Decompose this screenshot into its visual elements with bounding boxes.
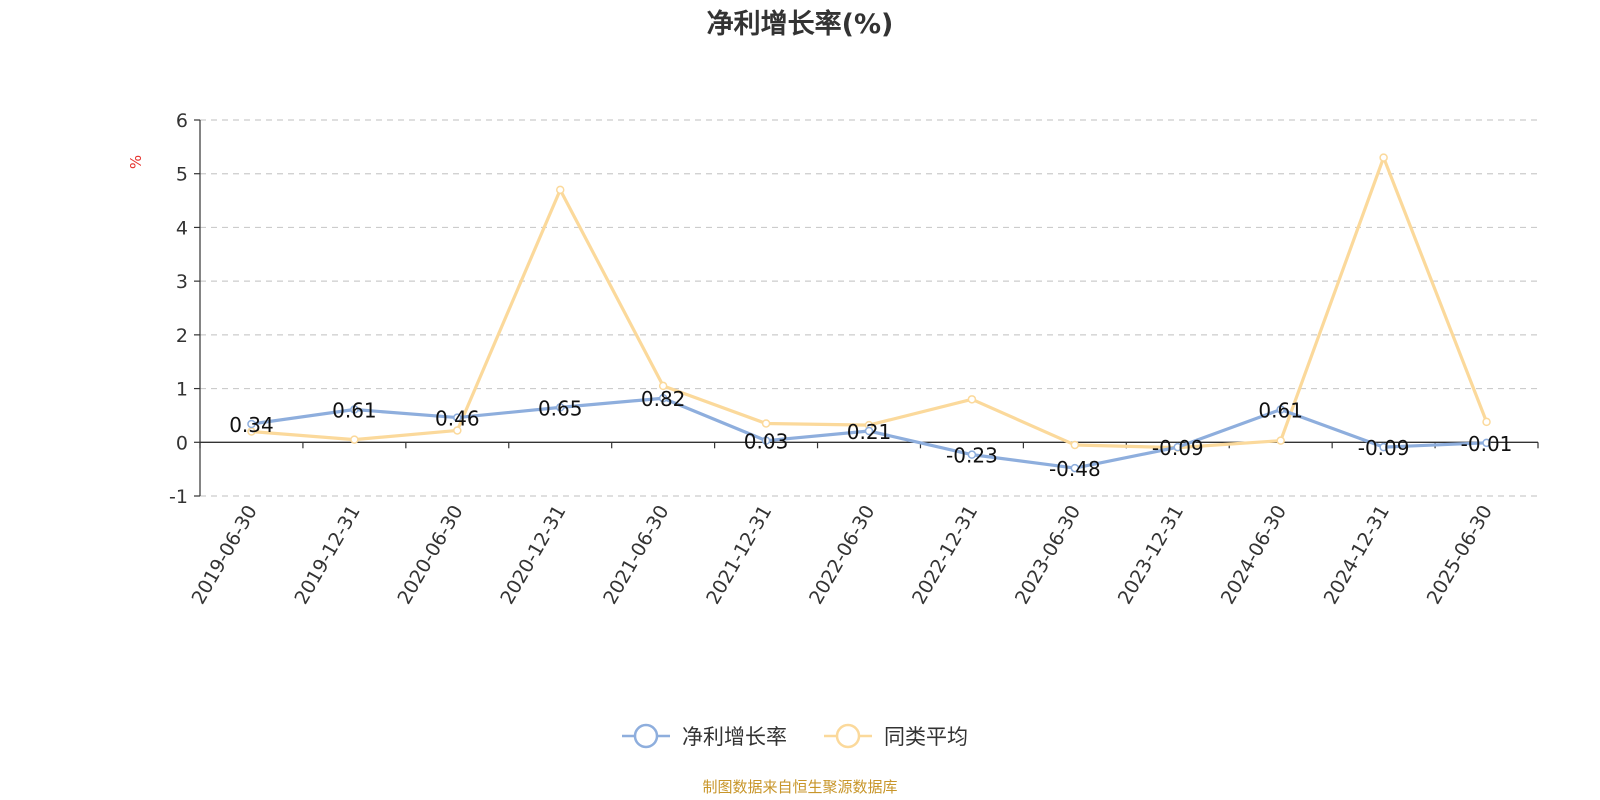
data-point-net-profit-growth[interactable] [864, 426, 874, 436]
data-point-net-profit-growth[interactable] [1173, 442, 1183, 452]
data-point-net-profit-growth[interactable] [350, 405, 359, 414]
x-tick-label: 2024-12-31 [1320, 502, 1394, 609]
x-tick-label: 2021-12-31 [702, 502, 776, 609]
data-label: 0.34 [229, 413, 274, 437]
data-point-peer-average[interactable] [1379, 153, 1388, 162]
x-tick-label: 2025-06-30 [1423, 502, 1497, 609]
data-label: -0.09 [1358, 436, 1410, 460]
legend-label: 净利增长率 [682, 725, 787, 749]
x-tick-label: 2019-06-30 [188, 502, 262, 609]
data-label: 0.61 [332, 399, 377, 423]
x-tick-label: 2022-06-30 [805, 502, 879, 609]
data-label: 0.61 [1258, 399, 1303, 423]
data-point-net-profit-growth[interactable] [247, 419, 256, 429]
chart-title: 净利增长率(%) [707, 8, 894, 40]
data-label: 0.21 [847, 420, 892, 444]
legend-label: 同类平均 [884, 725, 968, 749]
data-point-net-profit-growth[interactable] [658, 393, 668, 403]
legend-circle-icon [835, 723, 861, 749]
data-point-peer-average[interactable] [555, 185, 565, 195]
data-label: -0.23 [946, 444, 998, 468]
legend-circle-icon [633, 723, 659, 749]
data-source-note: 制图数据来自恒生聚源数据库 [702, 778, 897, 796]
data-label: 0.46 [435, 407, 480, 431]
x-tick-label: 2020-06-30 [393, 502, 467, 609]
data-point-peer-average[interactable] [1482, 417, 1491, 427]
data-label: 0.03 [744, 430, 789, 454]
data-label: -0.48 [1049, 457, 1101, 481]
x-tick-label: 2019-12-31 [290, 502, 364, 609]
x-tick-label: 2024-06-30 [1217, 502, 1291, 609]
x-tick-label: 2023-12-31 [1114, 502, 1188, 609]
x-tick-label: 2023-06-30 [1011, 502, 1085, 609]
legend[interactable]: 净利增长率 同类平均 [622, 723, 968, 749]
data-point-net-profit-growth[interactable] [761, 436, 771, 445]
legend-item-net-profit-growth[interactable]: 净利增长率 [622, 723, 787, 749]
data-point-peer-average[interactable] [967, 395, 977, 404]
data-point-net-profit-growth[interactable] [453, 413, 462, 422]
y-tick-label: 3 [176, 271, 188, 293]
y-tick-label: 6 [176, 110, 188, 132]
data-point-peer-average[interactable] [1276, 436, 1285, 445]
x-tick-label: 2021-06-30 [599, 502, 673, 609]
data-labels: 0.34 0.61 0.46 0.65 0.82 0.03 0.21 -0.23 -0.48 -0… [229, 387, 1512, 481]
x-tick-label: 2022-12-31 [908, 502, 982, 609]
y-tick-label: 4 [176, 217, 188, 239]
data-point-net-profit-growth[interactable] [1276, 405, 1285, 414]
data-point-peer-average[interactable] [350, 435, 359, 444]
y-tick-label: 5 [176, 164, 188, 186]
axes: -1 0 1 2 3 4 5 6 2019-06-30 2019-12-31 2020-06-30 2… [169, 110, 1539, 609]
data-point-peer-average[interactable] [453, 426, 462, 435]
data-point-peer-average[interactable] [761, 419, 771, 428]
grid-lines [200, 119, 1538, 497]
legend-item-peer-average[interactable]: 同类平均 [824, 723, 968, 749]
data-label: -0.09 [1152, 436, 1204, 460]
y-tick-label: -1 [169, 486, 188, 508]
data-point-net-profit-growth[interactable] [555, 403, 565, 412]
data-point-peer-average[interactable] [1070, 440, 1080, 450]
data-label: 0.65 [538, 396, 583, 420]
y-tick-label: 0 [176, 432, 188, 454]
data-point-net-profit-growth[interactable] [1482, 438, 1491, 448]
y-tick-label: 2 [176, 325, 188, 347]
y-tick-label: 1 [176, 379, 188, 401]
data-point-net-profit-growth[interactable] [1379, 442, 1388, 452]
data-label: 0.82 [641, 387, 686, 411]
data-point-net-profit-growth[interactable] [1070, 463, 1080, 473]
y-axis-unit-label: % [127, 155, 145, 169]
series-lines [247, 153, 1491, 473]
data-point-net-profit-growth[interactable] [967, 450, 977, 459]
data-label: -0.01 [1461, 432, 1513, 456]
data-point-peer-average[interactable] [658, 381, 668, 391]
x-tick-label: 2020-12-31 [496, 502, 570, 609]
